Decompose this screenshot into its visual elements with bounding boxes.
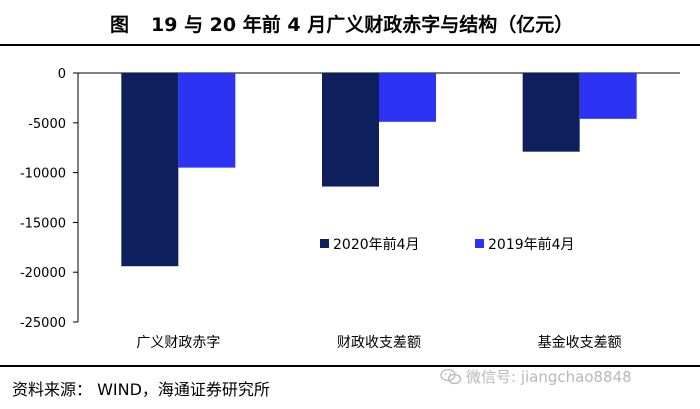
bar-chart: 0 -5000 -10000 -15000 -20000 -25000 广义财政赤字 财政收支… (20, 67, 680, 351)
legend-swatch-0 (320, 239, 329, 248)
source-note: 资料来源： WIND，海通证券研究所 (12, 380, 270, 399)
y-tick-label: -5000 (28, 117, 66, 132)
figure-title: 图 19 与 20 年前 4 月广义财政赤字与结构（亿元） (110, 10, 573, 37)
y-tick-label: -15000 (20, 216, 66, 231)
y-tick-label: -10000 (20, 167, 66, 182)
bar-2020-1 (322, 73, 379, 187)
bar-2019-0 (178, 73, 236, 168)
bar-2019-2 (579, 73, 637, 119)
bar-2019-1 (379, 73, 436, 122)
category-label: 财政收支差额 (337, 335, 421, 351)
y-tick-label: -20000 (20, 266, 66, 281)
wechat-icon (440, 368, 462, 384)
figure-title-text: 19 与 20 年前 4 月广义财政赤字与结构（亿元） (151, 14, 574, 36)
legend-label-0: 2020年前4月 (333, 236, 420, 253)
legend-label-1: 2019年前4月 (488, 236, 575, 253)
footer-rule (0, 365, 700, 367)
y-tick-label: -25000 (20, 316, 66, 331)
legend-swatch-1 (475, 239, 484, 248)
bar-2020-0 (121, 73, 179, 267)
watermark: 微信号: jiangchao8848 (440, 366, 632, 387)
y-tick-label: 0 (58, 67, 66, 82)
category-label: 广义财政赤字 (136, 335, 220, 351)
category-label: 基金收支差额 (538, 334, 622, 351)
bar-2020-2 (522, 73, 580, 152)
title-bar: 图 19 与 20 年前 4 月广义财政赤字与结构（亿元） (0, 0, 700, 46)
watermark-text: 微信号: jiangchao8848 (466, 368, 632, 386)
figure-label: 图 (110, 14, 130, 36)
